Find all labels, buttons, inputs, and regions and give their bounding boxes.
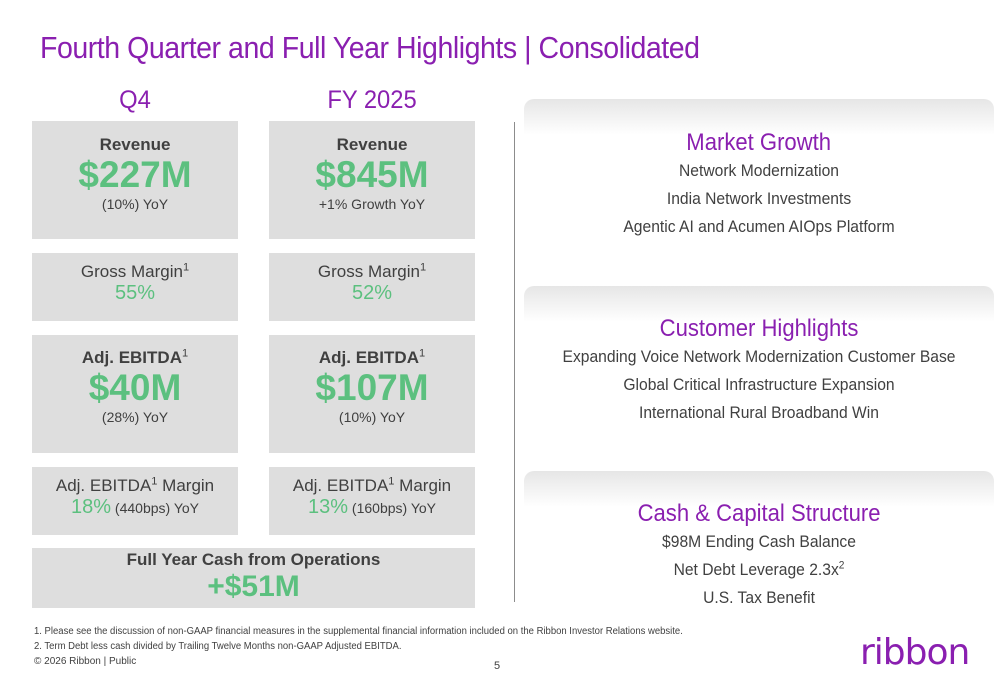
q4-ebitda-value: $40M: [88, 367, 182, 408]
cash-capital-title: Cash & Capital Structure: [637, 500, 881, 527]
fy-revenue-yoy: +1% Growth YoY: [318, 195, 426, 212]
vertical-divider: [514, 122, 515, 602]
page-title: Fourth Quarter and Full Year Highlights …: [40, 30, 700, 65]
q4-ebitda-margin-card: Adj. EBITDA1 Margin 18% (440bps) YoY: [32, 467, 238, 535]
market-growth-line: Agentic AI and Acumen AIOps Platform: [623, 217, 895, 236]
customer-highlights-line: Global Critical Infrastructure Expansion: [623, 375, 895, 394]
cash-from-operations-card: Full Year Cash from Operations +$51M: [32, 548, 475, 608]
fy-ebitda-card: Adj. EBITDA1 $107M (10%) YoY: [269, 335, 475, 453]
q4-revenue-card: Revenue $227M (10%) YoY: [32, 121, 238, 239]
market-growth-section: Market Growth Network Modernization Indi…: [524, 129, 994, 241]
cash-capital-line: U.S. Tax Benefit: [703, 588, 815, 607]
market-growth-title: Market Growth: [686, 129, 832, 156]
customer-highlights-line: International Rural Broadband Win: [639, 403, 879, 422]
cash-capital-section: Cash & Capital Structure $98M Ending Cas…: [524, 500, 994, 612]
footnote-2: 2. Term Debt less cash divided by Traili…: [34, 641, 402, 652]
q4-revenue-value: $227M: [78, 154, 192, 195]
fy-ebitda-value: $107M: [315, 367, 429, 408]
market-growth-line: India Network Investments: [666, 189, 852, 208]
cash-from-operations-label: Full Year Cash from Operations: [126, 550, 381, 569]
q4-ebitda-margin-label: Adj. EBITDA1 Margin: [55, 475, 215, 495]
fy-ebitda-margin-label: Adj. EBITDA1 Margin: [292, 475, 452, 495]
fy-revenue-label: Revenue: [336, 135, 408, 154]
fy-revenue-value: $845M: [315, 154, 429, 195]
q4-ebitda-card: Adj. EBITDA1 $40M (28%) YoY: [32, 335, 238, 453]
market-growth-line: Network Modernization: [679, 161, 839, 180]
customer-highlights-panel-bg: [524, 286, 994, 322]
q4-ebitda-label: Adj. EBITDA1: [81, 347, 189, 367]
fy-ebitda-margin-card: Adj. EBITDA1 Margin 13% (160bps) YoY: [269, 467, 475, 535]
column-header-q4: Q4: [119, 86, 151, 114]
q4-gross-margin-label: Gross Margin1: [80, 261, 190, 281]
cash-from-operations-value: +$51M: [207, 570, 300, 603]
page-number: 5: [494, 660, 501, 672]
copyright: © 2026 Ribbon | Public: [34, 656, 137, 667]
footnote-1: 1. Please see the discussion of non-GAAP…: [34, 626, 683, 637]
ribbon-logo: ribbon: [860, 632, 970, 673]
customer-highlights-title: Customer Highlights: [659, 315, 859, 342]
market-growth-panel-bg: [524, 99, 994, 135]
fy-gross-margin-label: Gross Margin1: [317, 261, 427, 281]
column-header-fy: FY 2025: [327, 86, 417, 114]
fy-ebitda-label: Adj. EBITDA1: [318, 347, 426, 367]
customer-highlights-line: Expanding Voice Network Modernization Cu…: [562, 347, 956, 366]
cash-capital-line: Net Debt Leverage 2.3x2: [673, 559, 845, 579]
footnotes: 1. Please see the discussion of non-GAAP…: [34, 624, 683, 654]
fy-gross-margin-card: Gross Margin1 52%: [269, 253, 475, 321]
q4-revenue-yoy: (10%) YoY: [101, 195, 169, 212]
customer-highlights-section: Customer Highlights Expanding Voice Netw…: [524, 315, 994, 427]
q4-ebitda-margin-value: 18% (440bps) YoY: [71, 496, 199, 518]
q4-revenue-label: Revenue: [99, 135, 171, 154]
fy-ebitda-margin-value: 13% (160bps) YoY: [308, 496, 436, 518]
fy-gross-margin-value: 52%: [351, 282, 393, 304]
q4-gross-margin-value: 55%: [114, 282, 156, 304]
fy-revenue-card: Revenue $845M +1% Growth YoY: [269, 121, 475, 239]
q4-gross-margin-card: Gross Margin1 55%: [32, 253, 238, 321]
q4-ebitda-yoy: (28%) YoY: [101, 408, 169, 425]
cash-capital-panel-bg: [524, 471, 994, 507]
fy-ebitda-yoy: (10%) YoY: [338, 408, 406, 425]
cash-capital-line: $98M Ending Cash Balance: [662, 532, 856, 551]
